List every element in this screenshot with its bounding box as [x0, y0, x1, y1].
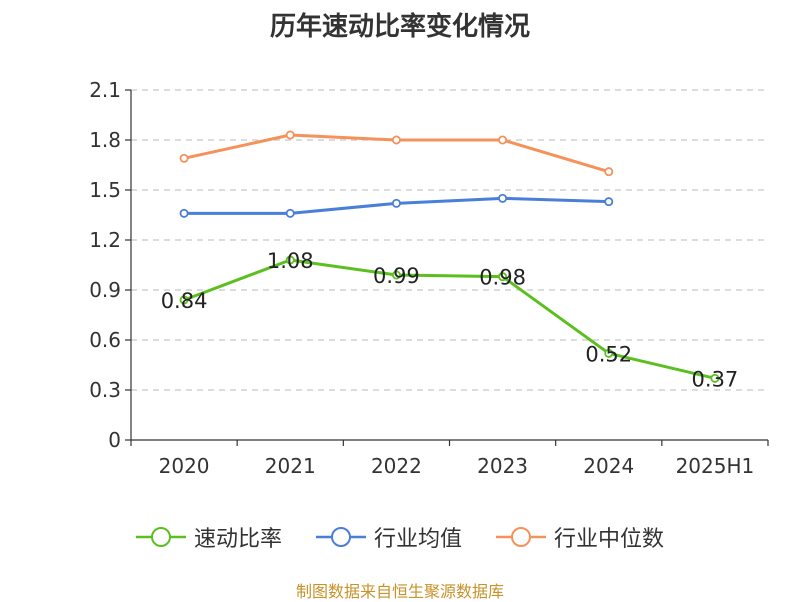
legend-label: 行业均值 — [373, 527, 462, 552]
legend-label: 速动比率 — [193, 527, 282, 552]
y-tick-label: 0 — [108, 428, 121, 452]
x-tick-label: 2020 — [159, 454, 210, 478]
legend-item[interactable]: 行业均值 — [315, 521, 462, 553]
y-tick-label: 1.5 — [89, 178, 121, 202]
x-tick-label: 2022 — [371, 454, 422, 478]
data-label: 0.99 — [373, 264, 420, 288]
legend-marker-icon — [496, 527, 546, 547]
series-line-0 — [183, 258, 716, 380]
data-point — [498, 193, 508, 203]
source-note: 制图数据来自恒生聚源数据库 — [295, 582, 504, 601]
chart-title: 历年速动比率变化情况 — [269, 12, 530, 42]
legend-label: 行业中位数 — [554, 527, 665, 552]
legend-marker-circle — [330, 527, 351, 547]
legend-item[interactable]: 行业中位数 — [496, 521, 664, 553]
y-tick-label: 0.3 — [89, 378, 121, 402]
y-tick-label: 1.8 — [89, 128, 121, 152]
data-point — [285, 208, 295, 218]
axes: 0 0.3 0.6 0.9 1.2 1.5 1.8 2.1 2020 2021 2022 2023 20… — [89, 78, 769, 478]
series-lines — [179, 130, 720, 383]
data-point — [604, 197, 614, 207]
data-labels: 0.84 1.08 0.99 0.98 0.52 0.37 — [161, 249, 739, 391]
data-point — [285, 130, 295, 140]
data-point — [285, 255, 295, 265]
legend-marker-icon — [315, 527, 366, 547]
x-tick-label: 2023 — [477, 454, 528, 478]
grid-lines — [131, 89, 768, 391]
data-label: 0.37 — [692, 367, 739, 391]
data-point — [498, 272, 508, 282]
x-tick-label: 2024 — [583, 454, 634, 478]
legend-marker-circle — [511, 527, 531, 547]
data-point — [391, 135, 401, 145]
y-tick-label: 0.6 — [89, 328, 121, 352]
data-point — [391, 270, 401, 280]
data-point — [179, 153, 189, 163]
legend-marker-icon — [135, 527, 186, 547]
data-label: 0.52 — [585, 342, 632, 366]
data-label: 0.84 — [161, 289, 208, 313]
y-tick-label: 1.2 — [89, 228, 121, 252]
y-tick-label: 0.9 — [89, 278, 121, 302]
legend-marker-circle — [150, 527, 171, 547]
x-tick-label: 2021 — [265, 454, 316, 478]
legend-item[interactable]: 速动比率 — [135, 521, 282, 553]
data-point — [391, 198, 401, 208]
x-tick-label: 2025H1 — [676, 454, 755, 478]
data-point — [604, 167, 614, 177]
data-point — [179, 208, 189, 218]
data-point — [498, 135, 508, 145]
legend: 速动比率 行业均值 行业中位数 — [0, 520, 800, 554]
y-tick-label: 2.1 — [89, 78, 121, 102]
data-point — [710, 373, 720, 383]
data-label: 0.98 — [479, 266, 526, 290]
data-point — [179, 295, 189, 305]
data-label: 1.08 — [267, 249, 314, 273]
data-point — [604, 348, 614, 358]
